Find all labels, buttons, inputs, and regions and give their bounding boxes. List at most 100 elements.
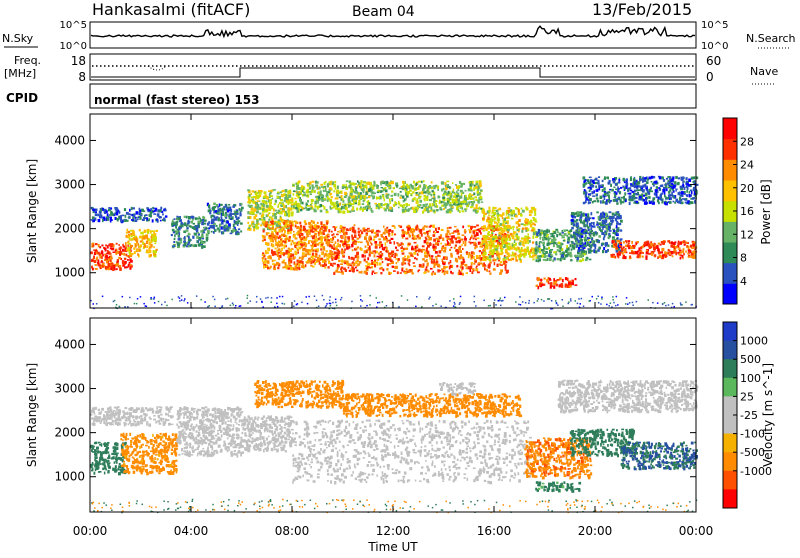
data-cell <box>154 236 157 239</box>
data-cell <box>493 210 496 212</box>
data-cell <box>642 246 644 248</box>
data-cell <box>197 232 199 234</box>
data-cell <box>616 225 618 228</box>
data-cell <box>333 190 335 192</box>
data-cell <box>336 252 339 254</box>
data-cell <box>407 228 410 231</box>
data-cell <box>514 247 516 250</box>
data-cell <box>314 204 316 208</box>
data-cell <box>407 255 410 258</box>
data-cell <box>653 244 655 246</box>
data-cell <box>285 227 288 229</box>
data-cell <box>617 211 620 213</box>
data-cell <box>249 201 252 204</box>
data-cell <box>229 223 231 226</box>
data-cell <box>508 259 511 261</box>
data-cell <box>431 187 433 189</box>
data-cell <box>435 228 437 231</box>
data-cell <box>584 239 587 241</box>
data-cell <box>603 225 606 227</box>
data-cell <box>518 249 520 252</box>
data-cell <box>198 243 200 246</box>
data-cell <box>484 259 487 261</box>
data-cell <box>541 242 543 244</box>
data-cell <box>672 246 675 248</box>
data-cell <box>277 254 279 256</box>
data-cell <box>316 259 319 262</box>
data-cell <box>563 240 566 242</box>
data-cell <box>294 198 296 200</box>
data-cell <box>479 246 481 248</box>
data-cell <box>430 206 432 209</box>
data-cell <box>329 199 332 202</box>
data-cell <box>585 259 588 261</box>
data-cell <box>111 248 114 251</box>
data-cell <box>512 226 514 228</box>
data-cell <box>484 240 486 242</box>
data-cell <box>109 253 112 255</box>
data-cell <box>470 190 473 192</box>
data-cell <box>226 230 229 232</box>
data-cell <box>364 238 367 240</box>
data-cell <box>354 183 356 185</box>
data-cell <box>298 267 300 270</box>
data-cell <box>597 240 600 242</box>
data-cell <box>563 229 566 232</box>
data-cell <box>344 248 346 251</box>
data-cell <box>525 250 527 253</box>
data-cell <box>446 192 448 196</box>
data-cell <box>674 181 677 184</box>
data-cell <box>381 187 383 189</box>
data-cell <box>591 244 593 247</box>
data-cell <box>415 249 417 251</box>
data-cell <box>591 212 593 215</box>
data-cell <box>150 254 152 256</box>
data-cell <box>571 241 574 243</box>
data-cell <box>230 209 232 212</box>
data-cell <box>503 258 505 261</box>
data-cell <box>459 240 461 243</box>
data-cell <box>305 264 307 267</box>
data-cell <box>488 210 491 213</box>
data-cell <box>249 205 252 208</box>
data-cell <box>307 205 310 207</box>
data-cell <box>488 214 490 216</box>
data-cell <box>176 233 178 235</box>
data-cell <box>622 252 624 255</box>
data-cell <box>267 267 269 270</box>
data-cell <box>518 219 521 222</box>
data-cell <box>425 196 427 199</box>
data-cell <box>483 263 485 267</box>
data-cell <box>108 207 110 209</box>
data-cell <box>579 227 581 229</box>
data-cell <box>112 268 114 271</box>
data-cell <box>522 228 524 230</box>
data-cell <box>560 258 562 261</box>
data-cell <box>127 255 129 257</box>
data-cell <box>561 285 563 288</box>
data-cell <box>475 199 477 201</box>
data-cell <box>225 212 227 214</box>
data-cell <box>216 216 219 218</box>
data-cell <box>409 252 411 254</box>
data-cell <box>505 223 507 225</box>
data-cell <box>289 208 292 211</box>
data-cell <box>317 222 319 224</box>
data-cell <box>446 233 449 236</box>
data-cell <box>295 201 297 203</box>
data-cell <box>424 233 426 235</box>
data-cell <box>292 185 295 187</box>
data-cell <box>436 242 439 244</box>
data-cell <box>629 256 631 258</box>
data-cell <box>612 213 615 216</box>
data-cell <box>258 223 260 225</box>
data-cell <box>439 250 442 253</box>
data-cell <box>341 249 343 251</box>
data-cell <box>476 181 479 184</box>
data-cell <box>639 252 642 254</box>
data-cell <box>380 258 382 260</box>
data-cell <box>419 200 422 203</box>
data-cell <box>376 206 379 208</box>
data-cell <box>92 209 95 212</box>
data-cell <box>363 200 365 203</box>
